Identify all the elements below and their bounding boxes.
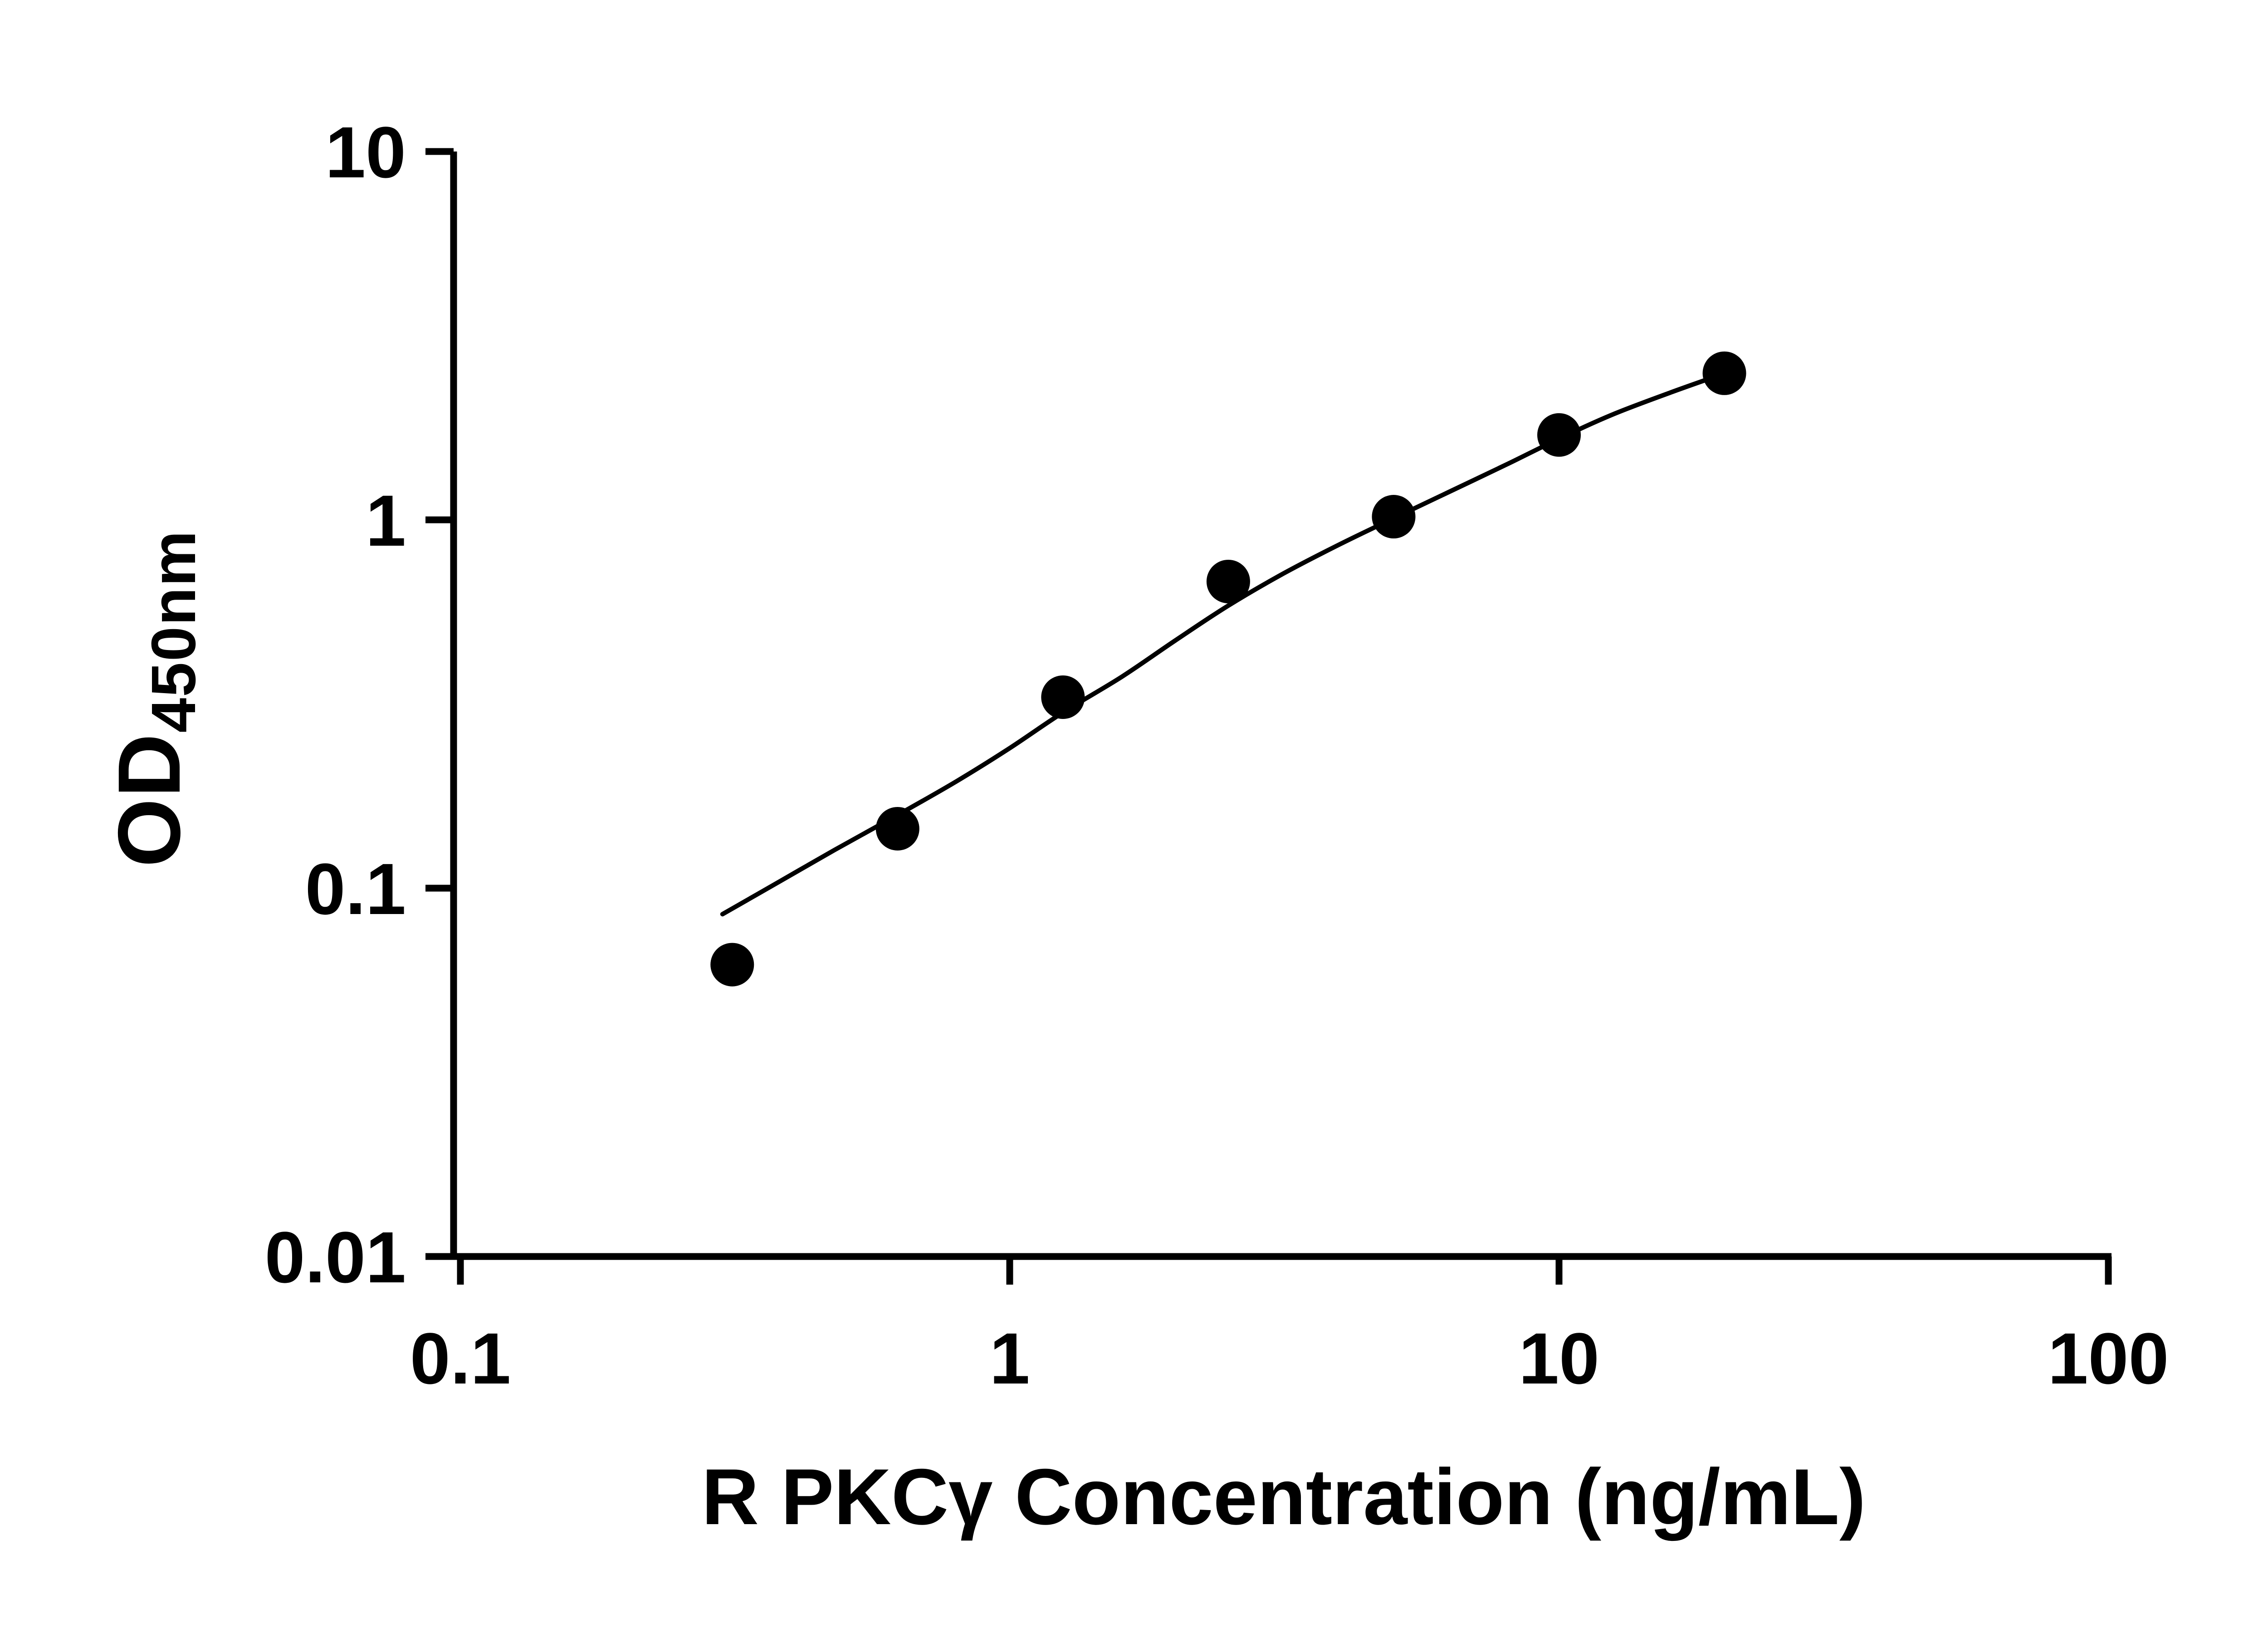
axis-lines	[450, 152, 2112, 1260]
y-axis-title-subscript: 450nm	[139, 530, 209, 733]
y-axis-tick-label: 0.01	[265, 1217, 406, 1298]
fit-curve	[720, 367, 1734, 917]
y-axis-tick-label: 1	[366, 480, 406, 561]
y-axis-title: OD450nm	[98, 530, 210, 867]
data-point	[1041, 675, 1085, 719]
data-point	[1537, 413, 1581, 457]
data-point	[1702, 351, 1746, 395]
x-axis-tick-label: 100	[2048, 1318, 2169, 1399]
data-point	[1206, 560, 1250, 604]
y-axis-title-main: OD	[100, 733, 199, 867]
x-axis-tick-label: 10	[1519, 1318, 1599, 1399]
x-axis-tick-label: 1	[990, 1318, 1030, 1399]
x-axis-tick-label: 0.1	[410, 1318, 511, 1399]
x-axis-title: R PKCγ Concentration (ng/mL)	[701, 1453, 1866, 1541]
data-point	[710, 943, 754, 987]
y-axis-tick-label: 10	[325, 112, 406, 193]
data-point	[1372, 495, 1416, 539]
y-axis-tick-label: 0.1	[305, 848, 406, 929]
data-point	[875, 807, 919, 851]
